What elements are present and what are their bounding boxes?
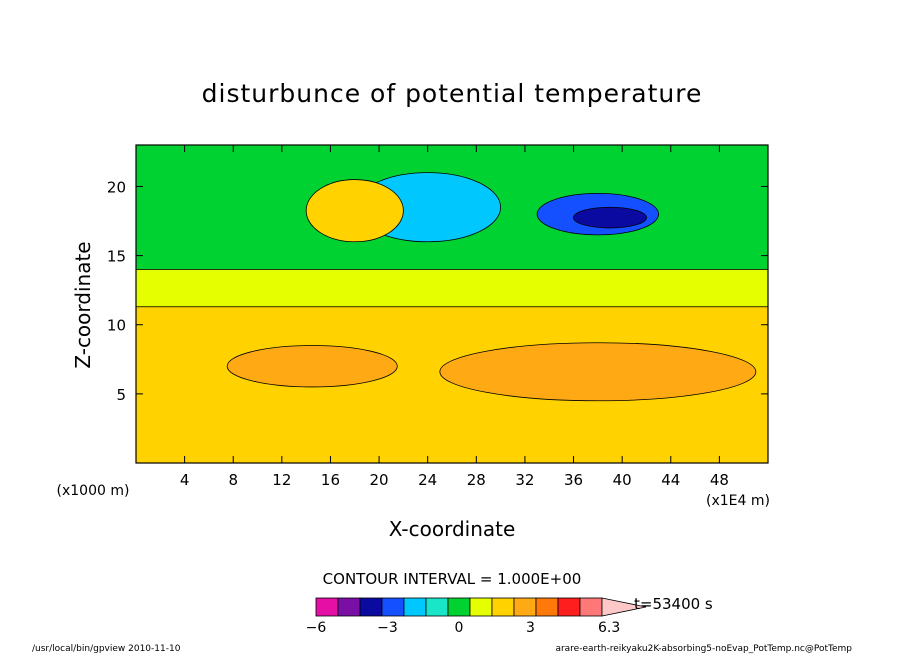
x-unit-left: (x1000 m) (57, 483, 130, 499)
x-tick-label: 36 (564, 471, 583, 489)
footer-left: /usr/local/bin/gpview 2010-11-10 (32, 644, 181, 654)
x-tick-label: 16 (321, 471, 340, 489)
y-tick-label: 20 (107, 178, 126, 196)
footer-right: arare-earth-reikyaku2K-absorbing5-noEvap… (555, 644, 852, 654)
contour-region-2 (226, 345, 398, 388)
colorbar-swatch (513, 597, 537, 617)
colorbar-label: −3 (377, 620, 398, 636)
colorbar-swatch (315, 597, 339, 617)
plot-area (135, 144, 769, 464)
x-tick-label: 12 (272, 471, 291, 489)
y-tick-label: 15 (107, 248, 126, 266)
x-tick-label: 40 (613, 471, 632, 489)
colorbar-label: 3 (526, 620, 535, 636)
contour-fill-layer (136, 145, 768, 463)
y-axis: 5 10 15 20 (107, 178, 768, 404)
x-tick-label: 48 (710, 471, 729, 489)
x-tick-label: 24 (418, 471, 437, 489)
colorbar-swatch (447, 597, 471, 617)
colorbar (315, 597, 647, 617)
colorbar-swatch (359, 597, 383, 617)
x-tick-label: 32 (515, 471, 534, 489)
colorbar-swatch (579, 597, 603, 617)
contour-region-7 (573, 206, 647, 229)
colorbar-swatch (535, 597, 559, 617)
x-tick-label: 4 (180, 471, 190, 489)
plot-frame (135, 144, 769, 464)
chart-title: disturbunce of potential temperature (202, 79, 703, 108)
x-unit-right: (x1E4 m) (706, 493, 770, 509)
x-axis-label: X-coordinate (389, 517, 516, 541)
colorbar-swatch (425, 597, 449, 617)
x-tick-label: 44 (661, 471, 680, 489)
contour-region-8 (305, 179, 404, 243)
y-tick-label: 10 (107, 317, 126, 335)
colorbar-swatch (557, 597, 581, 617)
x-tick-label: 20 (370, 471, 389, 489)
y-tick-label: 5 (116, 386, 126, 404)
colorbar-swatch (381, 597, 405, 617)
colorbar-swatch (337, 597, 361, 617)
x-tick-label: 8 (228, 471, 238, 489)
colorbar-label: −6 (306, 620, 327, 636)
colorbar-swatch (403, 597, 427, 617)
colorbar-swatch (491, 597, 515, 617)
colorbar-label: 0 (455, 620, 464, 636)
x-tick-label: 28 (467, 471, 486, 489)
colorbar-labels: −6 −3 0 3 6.3 (306, 620, 621, 636)
contour-region-3 (439, 342, 757, 402)
contour-interval-label: CONTOUR INTERVAL = 1.000E+00 (323, 570, 582, 588)
y-axis-label: Z-coordinate (71, 241, 95, 368)
time-label: t=53400 s (634, 595, 713, 613)
colorbar-label: 6.3 (598, 620, 620, 636)
colorbar-swatch (469, 597, 493, 617)
colorbar-arrow (601, 597, 647, 617)
x-axis: 4 8 12 16 20 24 28 32 36 40 44 48 (180, 145, 729, 489)
